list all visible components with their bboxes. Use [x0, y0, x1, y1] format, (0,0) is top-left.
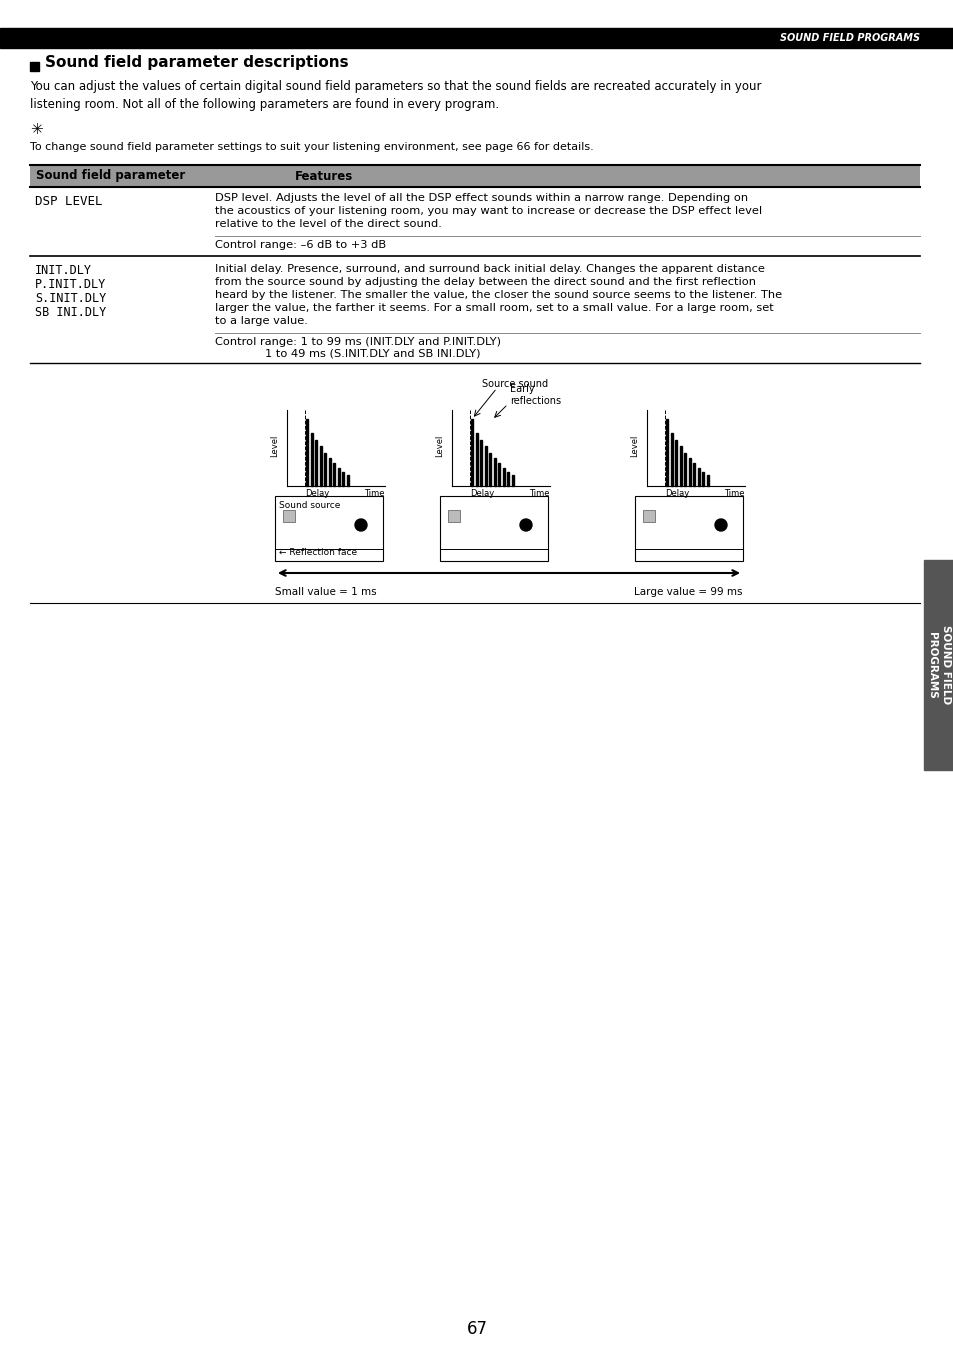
Bar — [706, 475, 708, 486]
Bar — [489, 452, 491, 486]
Circle shape — [714, 518, 726, 531]
Bar — [306, 418, 308, 486]
Circle shape — [519, 518, 532, 531]
Bar — [324, 452, 326, 486]
Text: Initial delay. Presence, surround, and surround back initial delay. Changes the : Initial delay. Presence, surround, and s… — [214, 265, 764, 274]
Text: Time: Time — [529, 489, 550, 498]
Text: Control range: 1 to 99 ms (INIT.DLY and P.INIT.DLY): Control range: 1 to 99 ms (INIT.DLY and … — [214, 338, 500, 347]
Text: Control range: –6 dB to +3 dB: Control range: –6 dB to +3 dB — [214, 240, 386, 250]
Bar — [502, 467, 504, 486]
Text: Large value = 99 ms: Large value = 99 ms — [634, 587, 742, 597]
Bar — [476, 433, 477, 486]
Text: SOUND FIELD
PROGRAMS: SOUND FIELD PROGRAMS — [926, 625, 949, 705]
Bar — [484, 447, 486, 486]
Text: To change sound field parameter settings to suit your listening environment, see: To change sound field parameter settings… — [30, 142, 593, 153]
Bar — [675, 440, 677, 486]
Bar — [319, 447, 322, 486]
Bar — [347, 475, 349, 486]
Text: Delay: Delay — [470, 489, 494, 498]
Text: Delay: Delay — [664, 489, 688, 498]
Bar — [923, 560, 953, 770]
Bar — [283, 510, 294, 522]
Bar — [693, 463, 695, 486]
Bar — [642, 510, 655, 522]
Text: heard by the listener. The smaller the value, the closer the sound source seems : heard by the listener. The smaller the v… — [214, 290, 781, 300]
Text: listening room. Not all of the following parameters are found in every program.: listening room. Not all of the following… — [30, 99, 498, 111]
Text: SB INI.DLY: SB INI.DLY — [35, 306, 106, 319]
Circle shape — [355, 518, 367, 531]
Text: ✳: ✳ — [30, 122, 43, 136]
Text: ← Reflection face: ← Reflection face — [278, 548, 356, 558]
Bar — [635, 495, 742, 562]
Text: to a large value.: to a large value. — [214, 316, 308, 325]
Bar — [30, 165, 919, 188]
Bar — [684, 452, 686, 486]
Text: Sound source: Sound source — [278, 501, 340, 510]
Bar — [315, 440, 317, 486]
Bar — [670, 433, 672, 486]
Text: relative to the level of the direct sound.: relative to the level of the direct soun… — [214, 219, 441, 230]
Bar — [274, 495, 382, 562]
Text: larger the value, the farther it seems. For a small room, set to a small value. : larger the value, the farther it seems. … — [214, 302, 773, 313]
Text: the acoustics of your listening room, you may want to increase or decrease the D: the acoustics of your listening room, yo… — [214, 207, 761, 216]
Text: DSP LEVEL: DSP LEVEL — [35, 194, 102, 208]
Text: SOUND FIELD PROGRAMS: SOUND FIELD PROGRAMS — [780, 32, 919, 43]
Text: S.INIT.DLY: S.INIT.DLY — [35, 292, 106, 305]
Bar — [698, 467, 700, 486]
Bar — [688, 458, 690, 486]
Bar — [439, 495, 547, 562]
Bar — [512, 475, 514, 486]
Text: Delay: Delay — [305, 489, 329, 498]
Text: Time: Time — [364, 489, 385, 498]
Bar — [507, 471, 509, 486]
Bar — [311, 433, 313, 486]
Text: 67: 67 — [466, 1320, 487, 1338]
Bar — [701, 471, 703, 486]
Text: P.INIT.DLY: P.INIT.DLY — [35, 278, 106, 292]
Bar — [342, 471, 344, 486]
Bar — [498, 463, 500, 486]
Bar — [329, 458, 331, 486]
Text: You can adjust the values of certain digital sound field parameters so that the : You can adjust the values of certain dig… — [30, 80, 760, 93]
Text: Sound field parameter descriptions: Sound field parameter descriptions — [45, 54, 348, 69]
Text: INIT.DLY: INIT.DLY — [35, 265, 91, 277]
Text: from the source sound by adjusting the delay between the direct sound and the fi: from the source sound by adjusting the d… — [214, 277, 755, 288]
Bar — [30, 62, 39, 72]
Text: Early
reflections: Early reflections — [510, 383, 560, 406]
Text: Source sound: Source sound — [481, 379, 548, 389]
Text: DSP level. Adjusts the level of all the DSP effect sounds within a narrow range.: DSP level. Adjusts the level of all the … — [214, 193, 747, 202]
Bar — [0, 28, 953, 49]
Text: Level: Level — [435, 435, 444, 458]
Text: Features: Features — [294, 170, 353, 182]
Bar — [679, 447, 681, 486]
Text: Level: Level — [271, 435, 279, 458]
Text: Small value = 1 ms: Small value = 1 ms — [274, 587, 376, 597]
Bar — [334, 463, 335, 486]
Text: 1 to 49 ms (S.INIT.DLY and SB INI.DLY): 1 to 49 ms (S.INIT.DLY and SB INI.DLY) — [265, 350, 480, 359]
Bar — [494, 458, 496, 486]
Text: Level: Level — [630, 435, 639, 458]
Bar — [665, 418, 668, 486]
Bar — [480, 440, 482, 486]
Bar — [448, 510, 459, 522]
Bar — [337, 467, 339, 486]
Text: Sound field parameter: Sound field parameter — [36, 170, 185, 182]
Bar — [471, 418, 473, 486]
Text: Time: Time — [723, 489, 744, 498]
